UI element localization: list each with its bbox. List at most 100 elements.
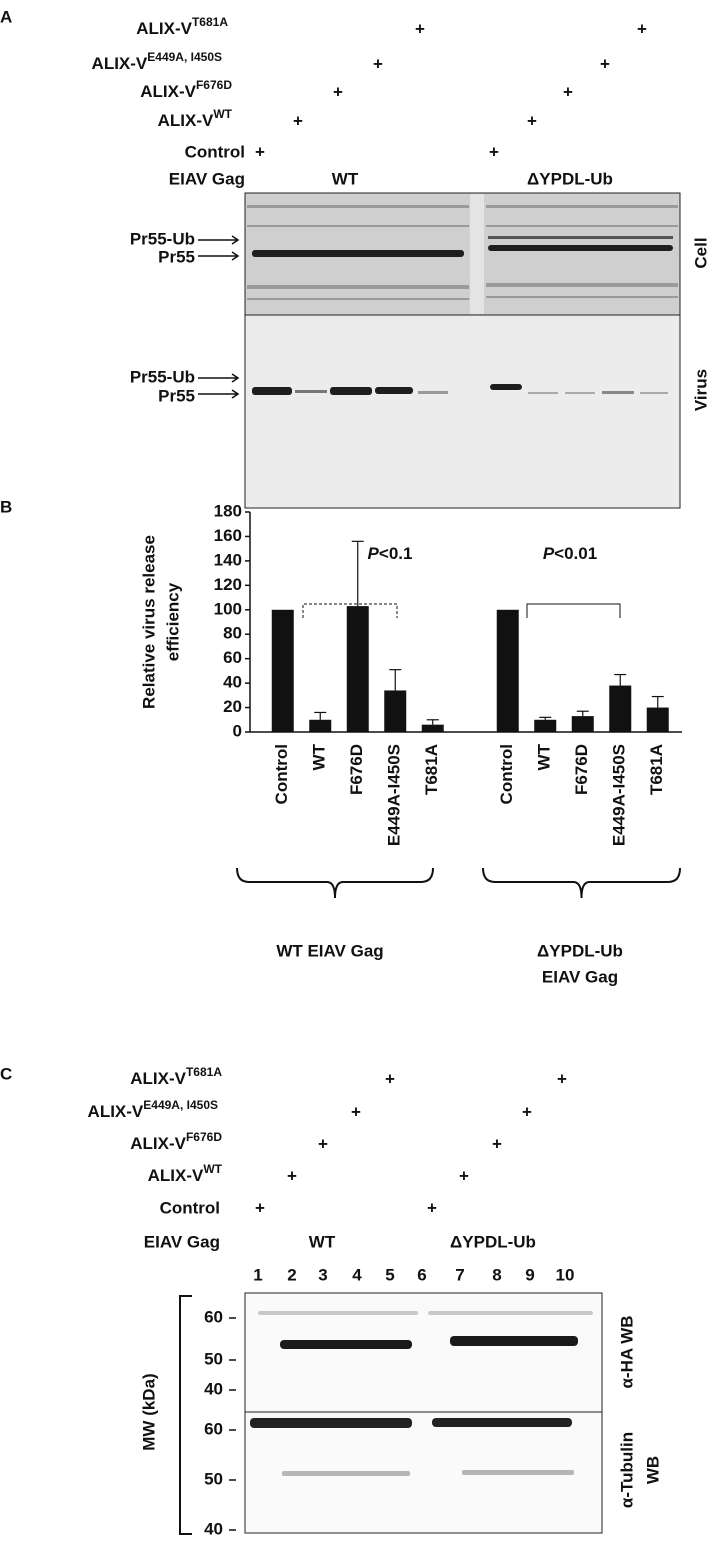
- row-label: EIAV Gag: [144, 1232, 220, 1251]
- plus: +: [293, 111, 303, 130]
- row-label: Control: [185, 142, 245, 161]
- group-brace: [482, 867, 681, 899]
- mw-tick-label: 60: [204, 1419, 223, 1438]
- lane-number: 8: [492, 1265, 501, 1284]
- group-label: ΔYPDL-Ub: [537, 941, 623, 960]
- plus: +: [563, 82, 573, 101]
- plus: +: [385, 1069, 395, 1088]
- plus: +: [427, 1198, 437, 1217]
- x-tick-label: E449A-I450S: [385, 744, 404, 846]
- error-bar: [651, 695, 664, 708]
- panel-label: B: [0, 497, 12, 516]
- annotation: P<0.1: [368, 544, 413, 563]
- mw-tick-label: 50: [204, 1469, 223, 1488]
- row-sup: WT: [213, 107, 232, 121]
- row-label: ALIX-VWT: [158, 107, 233, 130]
- y-tick-label: 160: [214, 526, 242, 545]
- plus: +: [459, 1166, 469, 1185]
- lane-number: 1: [253, 1265, 262, 1284]
- plus: +: [333, 82, 343, 101]
- blot-label: α-HA WB: [617, 1315, 636, 1388]
- bar: [271, 609, 294, 732]
- lane-number: 6: [417, 1265, 426, 1284]
- row-sup: E449A, I450S: [147, 50, 222, 64]
- y-axis-label: efficiency: [163, 582, 182, 661]
- x-tick-label: WT: [310, 743, 329, 770]
- x-tick-label: Control: [272, 744, 291, 804]
- y-tick-label: 20: [223, 697, 242, 716]
- x-tick-label: WT: [535, 743, 554, 770]
- row-sup: F676D: [186, 1130, 222, 1144]
- row-sup: WT: [203, 1162, 222, 1176]
- error-bar: [314, 711, 327, 720]
- group-label: ΔYPDL-Ub: [527, 169, 613, 188]
- row-sup: F676D: [196, 78, 232, 92]
- lane-number: 9: [525, 1265, 534, 1284]
- row-sup: T681A: [186, 1065, 222, 1079]
- group-brace: [236, 867, 434, 899]
- lane-number: 10: [556, 1265, 575, 1284]
- y-tick-label: 0: [233, 721, 242, 740]
- plus: +: [600, 54, 610, 73]
- blot-label: Virus: [691, 369, 710, 411]
- annotation: P<0.01: [543, 544, 597, 563]
- bar: [496, 609, 519, 732]
- lane-number: 2: [287, 1265, 296, 1284]
- bar: [609, 685, 632, 732]
- group-label: ΔYPDL-Ub: [450, 1232, 536, 1251]
- bar: [346, 606, 369, 732]
- y-tick-label: 140: [214, 550, 242, 569]
- plus: +: [492, 1134, 502, 1153]
- row-label: ALIX-VF676D: [130, 1130, 222, 1153]
- row-label: ALIX-VT681A: [136, 15, 228, 38]
- annotation-italic: P: [368, 544, 380, 563]
- row-name: ALIX-V: [136, 19, 192, 38]
- bar: [534, 719, 557, 732]
- lane-number: 5: [385, 1265, 394, 1284]
- plus: +: [255, 1198, 265, 1217]
- error-bar: [426, 719, 439, 725]
- row-label: ALIX-VT681A: [130, 1065, 222, 1088]
- row-sup: T681A: [192, 15, 228, 29]
- bar: [384, 690, 407, 732]
- plus: +: [415, 19, 425, 38]
- blot-label: Cell: [691, 237, 710, 268]
- row-label: ALIX-VWT: [148, 1162, 223, 1185]
- annotation-rest: <0.01: [554, 544, 597, 563]
- band-label: Pr55-Ub: [130, 367, 195, 386]
- row-name: ALIX-V: [140, 82, 196, 101]
- plus: +: [489, 142, 499, 161]
- mw-tick-label: 60: [204, 1307, 223, 1326]
- bar: [571, 716, 594, 732]
- row-label: EIAV Gag: [169, 169, 245, 188]
- lane-number: 7: [455, 1265, 464, 1284]
- band-label: Pr55-Ub: [130, 229, 195, 248]
- bar: [421, 724, 444, 732]
- y-tick-label: 80: [223, 624, 242, 643]
- mw-tick-label: 40: [204, 1379, 223, 1398]
- plus: +: [373, 54, 383, 73]
- plus: +: [522, 1102, 532, 1121]
- row-name: ALIX-V: [130, 1134, 186, 1153]
- blot-label: α-Tubulin: [617, 1432, 636, 1508]
- bar: [646, 707, 669, 732]
- arrows: [198, 235, 240, 399]
- y-tick-label: 120: [214, 575, 242, 594]
- row-label: ALIX-VE449A, I450S: [88, 1098, 218, 1121]
- panel-label: A: [0, 7, 12, 26]
- lane-number: 4: [352, 1265, 362, 1284]
- group-label: WT: [309, 1232, 336, 1251]
- row-name: ALIX-V: [92, 54, 148, 73]
- error-bar: [614, 673, 627, 686]
- x-tick-label: F676D: [572, 744, 591, 795]
- x-tick-label: Control: [497, 744, 516, 804]
- band-label: Pr55: [158, 386, 195, 405]
- row-label: Control: [160, 1198, 220, 1217]
- error-bar: [539, 716, 552, 720]
- error-bar: [351, 540, 364, 607]
- group-label: WT: [332, 169, 359, 188]
- plus: +: [255, 142, 265, 161]
- lane-number: 3: [318, 1265, 327, 1284]
- row-label: ALIX-VE449A, I450S: [92, 50, 222, 73]
